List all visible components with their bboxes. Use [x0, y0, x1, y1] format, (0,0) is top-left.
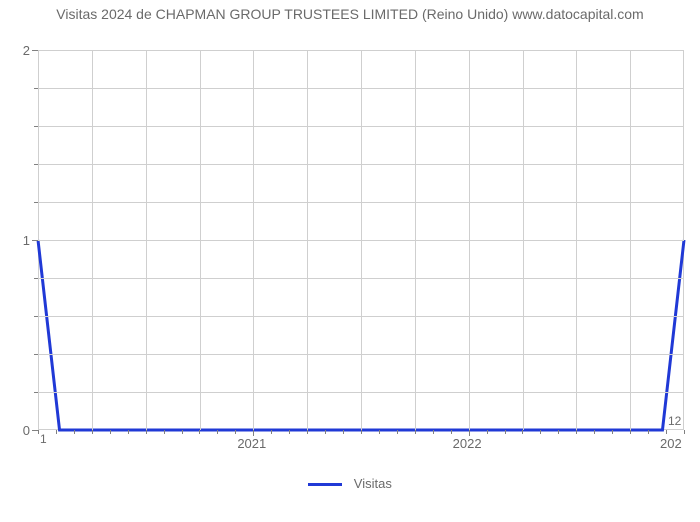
y-axis-tick	[32, 50, 38, 51]
right-edge-number: 12	[668, 414, 681, 428]
x-axis-minor-tick	[146, 430, 147, 434]
x-axis-minor-tick	[379, 430, 380, 434]
x-axis-minor-tick	[217, 430, 218, 434]
legend-swatch	[308, 483, 342, 486]
x-axis-minor-tick	[540, 430, 541, 434]
x-axis-minor-tick	[397, 430, 398, 434]
y-axis-minor-tick	[34, 126, 38, 127]
y-axis-minor-tick	[34, 278, 38, 279]
x-axis-minor-tick	[343, 430, 344, 434]
y-axis-minor-tick	[34, 316, 38, 317]
x-axis-tick-label: 2022	[453, 436, 482, 451]
x-axis-minor-tick	[92, 430, 93, 434]
x-axis-minor-tick	[271, 430, 272, 434]
x-axis-tick	[253, 430, 254, 436]
grid-line-horizontal	[38, 278, 684, 279]
grid-line-horizontal	[38, 88, 684, 89]
x-axis-minor-tick	[56, 430, 57, 434]
x-axis-minor-tick	[612, 430, 613, 434]
chart-area: 1 12 Visitas 01220212022202	[0, 22, 700, 482]
y-axis-minor-tick	[34, 354, 38, 355]
x-axis-minor-tick	[594, 430, 595, 434]
x-axis-tick	[469, 430, 470, 436]
grid-line-horizontal	[38, 392, 684, 393]
x-axis-tick-label: 2021	[237, 436, 266, 451]
x-axis-minor-tick	[289, 430, 290, 434]
y-axis-tick-label: 2	[23, 43, 30, 58]
y-axis-tick-label: 0	[23, 423, 30, 438]
x-axis-minor-tick	[666, 430, 667, 434]
chart-title: Visitas 2024 de CHAPMAN GROUP TRUSTEES L…	[0, 0, 700, 22]
x-axis-minor-tick	[522, 430, 523, 434]
y-axis-minor-tick	[34, 88, 38, 89]
grid-line-horizontal	[38, 126, 684, 127]
y-axis-minor-tick	[34, 392, 38, 393]
x-axis-minor-tick	[433, 430, 434, 434]
x-axis-tick-label-truncated: 202	[660, 436, 682, 451]
x-axis-minor-tick	[505, 430, 506, 434]
x-axis-minor-tick	[164, 430, 165, 434]
grid-line-horizontal	[38, 164, 684, 165]
x-axis-minor-tick	[199, 430, 200, 434]
y-axis-tick	[32, 240, 38, 241]
x-axis-minor-tick	[630, 430, 631, 434]
x-axis-minor-tick	[110, 430, 111, 434]
grid-line-horizontal	[38, 240, 684, 241]
left-edge-number: 1	[40, 432, 47, 446]
x-axis-minor-tick	[451, 430, 452, 434]
x-axis-minor-tick	[684, 430, 685, 434]
y-axis-minor-tick	[34, 202, 38, 203]
x-axis-minor-tick	[648, 430, 649, 434]
x-axis-minor-tick	[487, 430, 488, 434]
legend: Visitas	[0, 476, 700, 491]
x-axis-minor-tick	[74, 430, 75, 434]
x-axis-minor-tick	[182, 430, 183, 434]
y-axis-tick-label: 1	[23, 233, 30, 248]
x-axis-minor-tick	[38, 430, 39, 434]
grid-line-horizontal	[38, 354, 684, 355]
x-axis-minor-tick	[361, 430, 362, 434]
x-axis-minor-tick	[307, 430, 308, 434]
x-axis-minor-tick	[415, 430, 416, 434]
x-axis-minor-tick	[558, 430, 559, 434]
x-axis-minor-tick	[325, 430, 326, 434]
legend-label: Visitas	[354, 476, 392, 491]
line-series	[0, 22, 700, 522]
x-axis-minor-tick	[576, 430, 577, 434]
x-axis-minor-tick	[128, 430, 129, 434]
x-axis-minor-tick	[235, 430, 236, 434]
grid-line-horizontal	[38, 202, 684, 203]
grid-line-horizontal	[38, 316, 684, 317]
y-axis-minor-tick	[34, 164, 38, 165]
